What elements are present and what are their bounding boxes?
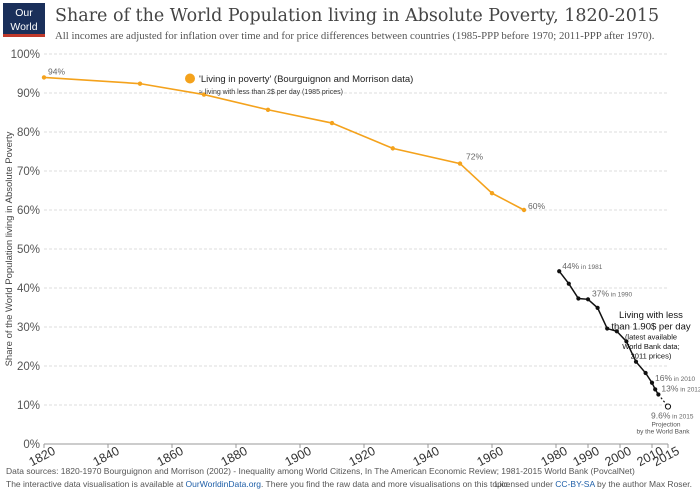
data-label: 16% in 2010 <box>655 373 696 383</box>
series-worldbank-point <box>649 380 655 385</box>
footer-license-prefix: Licensed under <box>494 479 556 489</box>
y-tick-label: 10% <box>17 400 40 412</box>
legend-marker <box>185 73 195 84</box>
y-tick-label: 100% <box>11 49 40 61</box>
series-bourguignon-point <box>201 92 207 97</box>
data-label-year: in 2010 <box>672 376 696 383</box>
logo-accent-bar <box>3 34 45 37</box>
wb-annotation-line-2: than 1.90$ per day <box>611 322 690 333</box>
series-worldbank-point <box>566 281 571 286</box>
y-tick-label: 60% <box>17 205 40 217</box>
series-worldbank-point <box>585 297 591 302</box>
series-bourguignon-point <box>41 75 47 80</box>
footer-interactive: The interactive data visualisation is av… <box>6 479 510 489</box>
data-label: 94% <box>48 66 65 76</box>
footer-interactive-suffix: . There you find the raw data and more v… <box>260 479 511 489</box>
license-link[interactable]: CC-BY-SA <box>555 479 595 489</box>
series-worldbank-point <box>595 305 600 310</box>
data-label: 44% in 1981 <box>562 261 603 271</box>
chart-subtitle: All incomes are adjusted for inflation o… <box>55 30 655 42</box>
owid-link[interactable]: OurWorldinData.org <box>185 479 261 489</box>
legend-note: ≈ living with less than 2$ per day (1985… <box>199 89 343 96</box>
series-bourguignon-point <box>390 146 395 151</box>
logo-line-2: in Data <box>7 35 41 47</box>
y-tick-label: 30% <box>17 322 40 334</box>
wb-annotation-line-4: World Bank data; <box>622 342 679 351</box>
y-tick-label: 0% <box>23 439 40 451</box>
series-bourguignon-line <box>43 76 525 211</box>
data-label-year: in 1981 <box>579 264 603 271</box>
series-worldbank-point <box>643 370 648 376</box>
wb-annotation-line-5: 2011 prices) <box>631 352 672 361</box>
y-tick-label: 80% <box>17 127 40 139</box>
chart-title: Share of the World Population living in … <box>55 6 660 26</box>
series-worldbank-point <box>614 329 619 334</box>
projection-note-line-1: Projection <box>652 422 681 429</box>
series-bourguignon-point <box>329 120 335 126</box>
series-bourguignon-point <box>521 207 527 213</box>
data-label: 60% <box>528 201 545 211</box>
data-label-year: in 1990 <box>609 291 633 298</box>
series-worldbank-point <box>653 387 658 392</box>
y-tick-label: 70% <box>17 166 40 178</box>
series-bourguignon-point <box>137 81 143 86</box>
data-label: 9.6% in 2015 <box>651 411 694 421</box>
wb-annotation-line-3: (latest available <box>625 333 677 342</box>
series-bourguignon-point <box>489 191 495 196</box>
footer-license: Licensed under CC-BY-SA by the author Ma… <box>495 479 692 489</box>
y-axis-label: Share of the World Population living in … <box>4 131 15 366</box>
series-worldbank-point <box>624 339 629 344</box>
y-tick-label: 90% <box>17 88 40 100</box>
data-label-year: in 2012 <box>678 386 700 393</box>
data-label: 72% <box>466 152 483 162</box>
series-worldbank-point <box>605 326 610 331</box>
projection-note-line-2: by the World Bank <box>637 429 691 436</box>
data-label-year: in 2015 <box>670 414 694 421</box>
y-tick-label: 50% <box>17 244 40 256</box>
footer-license-suffix: by the author Max Roser. <box>594 479 692 489</box>
data-label: 13% in 2012 <box>661 383 700 393</box>
series-worldbank-point <box>576 296 581 301</box>
series-bourguignon-point <box>457 161 463 166</box>
logo-line-1: Our World <box>10 7 38 33</box>
data-label: 37% in 1990 <box>592 288 633 298</box>
footer-sources: Data sources: 1820-1970 Bourguignon and … <box>6 466 635 476</box>
projection-point <box>664 403 672 410</box>
footer-interactive-prefix: The interactive data visualisation is av… <box>6 479 186 489</box>
legend-label: 'Living in poverty' (Bourguignon and Mor… <box>199 74 413 85</box>
owid-logo: Our World in Data <box>3 3 45 47</box>
series-worldbank-point <box>557 269 562 274</box>
series-bourguignon-point <box>265 107 271 112</box>
series-worldbank-point <box>633 359 639 364</box>
wb-annotation-line-1: Living with less <box>619 310 683 321</box>
y-tick-label: 20% <box>17 361 40 373</box>
y-tick-label: 40% <box>17 283 40 295</box>
